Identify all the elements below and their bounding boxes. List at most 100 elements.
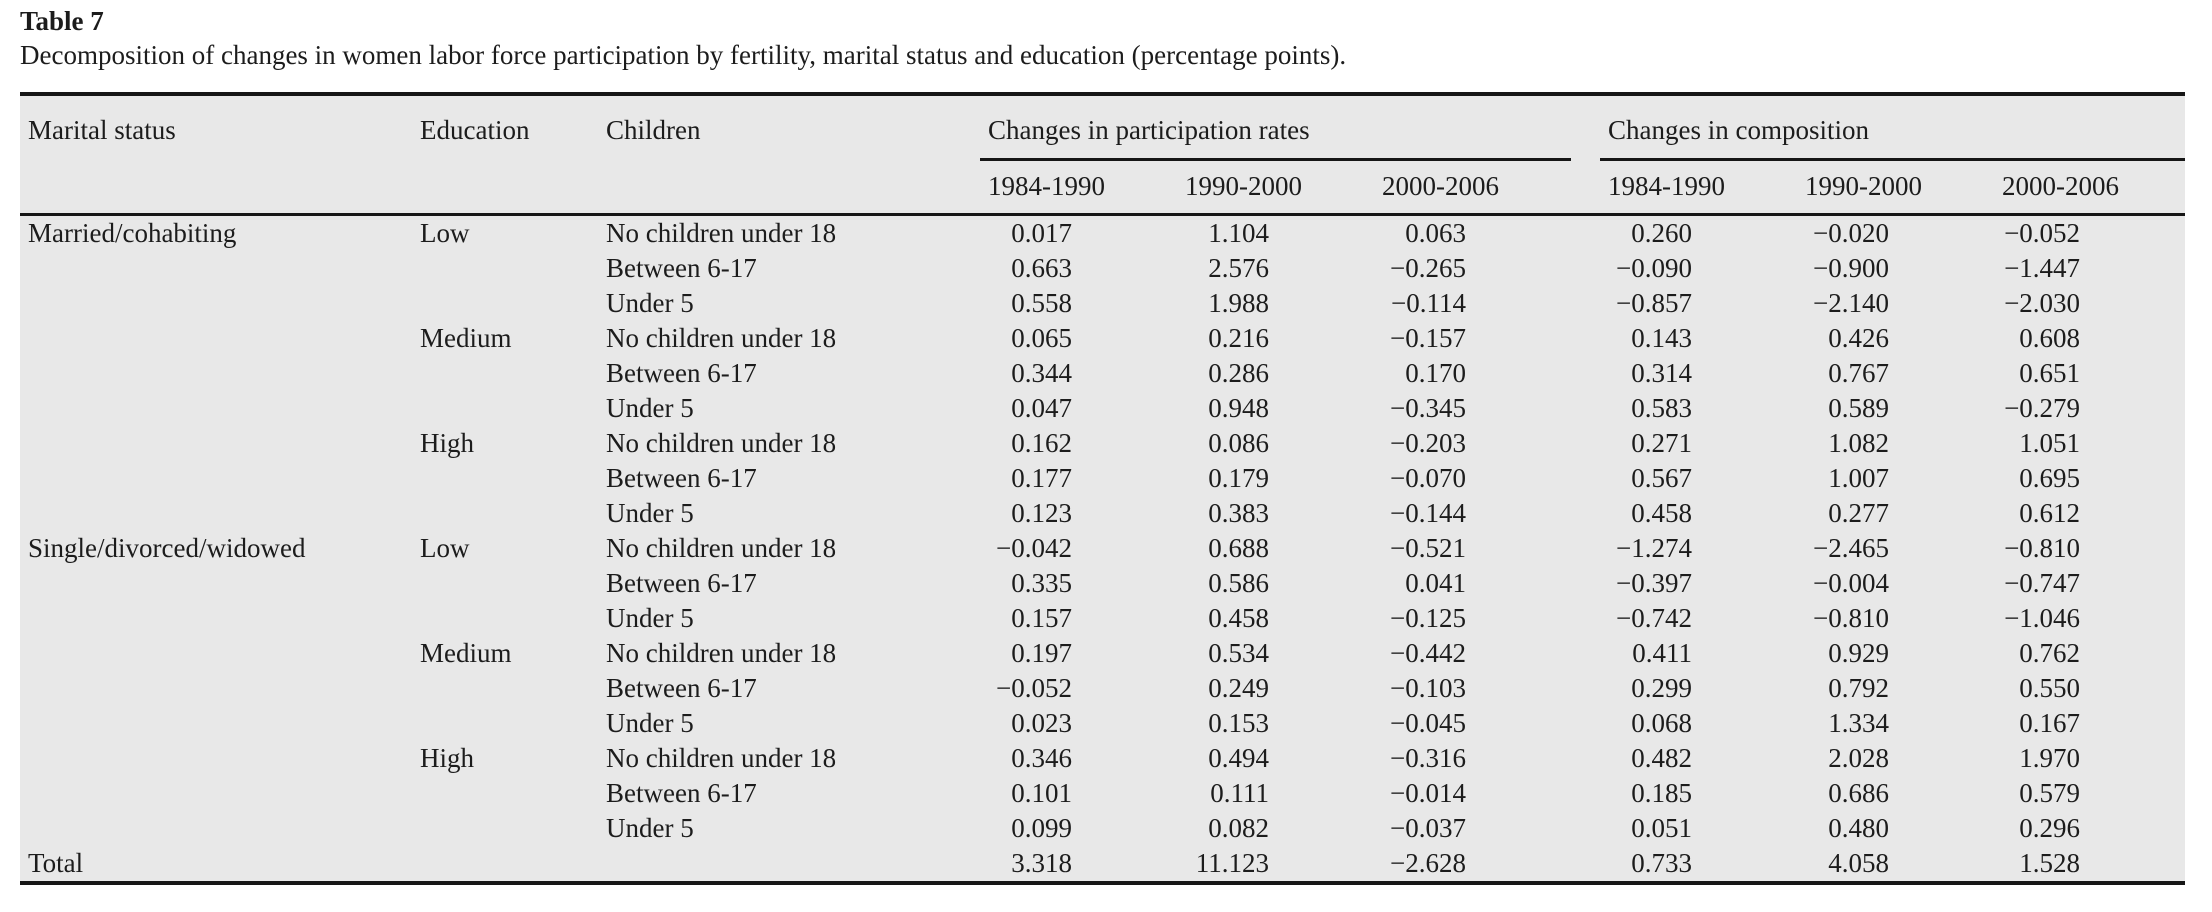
cell-children xyxy=(598,846,980,883)
cell-participation-2000-2006: −0.157 xyxy=(1390,323,1467,353)
cell-marital-status xyxy=(20,426,412,461)
cell-participation-1990-2000: 0.948 xyxy=(1208,393,1269,423)
cell-education xyxy=(412,356,598,391)
cell-composition-2000-2006: 0.612 xyxy=(2019,498,2081,528)
cell-participation-1984-1990: 0.344 xyxy=(1011,358,1072,388)
cell-children: No children under 18 xyxy=(606,533,837,563)
cell-composition-1990-2000: 1.082 xyxy=(1828,428,1890,458)
cell-participation-1984-1990: 0.177 xyxy=(1011,463,1072,493)
table-row: Under 5 0.099 0.082 −0.037 0.051 0.480 0.296 xyxy=(20,811,2185,846)
cell-participation-2000-2006: −0.316 xyxy=(1390,743,1467,773)
column-gap xyxy=(1571,566,1600,601)
cell-composition-1984-1990: −0.397 xyxy=(1616,568,1693,598)
column-gap xyxy=(1571,636,1600,671)
cell-composition-1990-2000: 1.007 xyxy=(1828,463,1890,493)
cell-education xyxy=(412,671,598,706)
cell-participation-2000-2006: −0.203 xyxy=(1390,428,1467,458)
group-header-participation-rates: Changes in participation rates xyxy=(980,94,1572,161)
table-row: Under 5 0.023 0.153 −0.045 0.068 1.334 0.167 xyxy=(20,706,2185,741)
column-gap xyxy=(1571,321,1600,356)
cell-composition-1990-2000: 0.929 xyxy=(1828,638,1890,668)
cell-education: Medium xyxy=(420,323,512,353)
column-gap xyxy=(1571,286,1600,321)
column-gap xyxy=(1571,846,1600,883)
cell-marital-status xyxy=(20,391,412,426)
cell-composition-1990-2000: 1.334 xyxy=(1828,708,1890,738)
cell-composition-1984-1990: −0.742 xyxy=(1616,603,1693,633)
cell-composition-1990-2000: 4.058 xyxy=(1828,848,1890,878)
cell-participation-2000-2006: −0.037 xyxy=(1390,813,1467,843)
cell-education xyxy=(412,496,598,531)
cell-marital-status xyxy=(20,286,412,321)
column-gap xyxy=(1571,391,1600,426)
cell-composition-1990-2000: −0.020 xyxy=(1813,218,1890,248)
cell-children: Under 5 xyxy=(606,498,694,528)
column-gap xyxy=(1571,159,1601,216)
cell-marital-status xyxy=(20,741,412,776)
cell-children: Between 6-17 xyxy=(606,673,757,703)
cell-composition-2000-2006: 0.608 xyxy=(2019,323,2081,353)
column-gap xyxy=(1571,94,1600,160)
column-gap xyxy=(1571,776,1600,811)
cell-education: High xyxy=(420,428,474,458)
cell-participation-1984-1990: 0.101 xyxy=(1011,778,1072,808)
cell-education xyxy=(412,776,598,811)
cell-participation-1984-1990: −0.042 xyxy=(996,533,1072,563)
column-gap xyxy=(1571,811,1600,846)
period-header-composition-2000-2006: 2000-2006 xyxy=(1994,159,2186,216)
cell-composition-2000-2006: −2.030 xyxy=(2004,288,2081,318)
table-row: Under 5 0.047 0.948 −0.345 0.583 0.589 −0.279 xyxy=(20,391,2185,426)
table-row: Between 6-17 0.177 0.179 −0.070 0.567 1.007 0.… xyxy=(20,461,2185,496)
cell-participation-2000-2006: −0.103 xyxy=(1390,673,1467,703)
cell-children: Between 6-17 xyxy=(606,463,757,493)
cell-composition-1990-2000: 0.767 xyxy=(1828,358,1890,388)
cell-participation-1984-1990: 0.162 xyxy=(1011,428,1072,458)
cell-participation-2000-2006: 0.063 xyxy=(1405,218,1467,248)
period-header-participation-1984-1990: 1984-1990 xyxy=(980,159,1177,216)
cell-composition-2000-2006: 0.550 xyxy=(2019,673,2081,703)
header-row-periods: 1984-1990 1990-2000 2000-2006 1984-1990 … xyxy=(20,159,2186,216)
table-row: High No children under 18 0.162 0.086 −0.203… xyxy=(20,426,2185,461)
cell-composition-1990-2000: −0.900 xyxy=(1813,253,1890,283)
cell-children: No children under 18 xyxy=(606,218,837,248)
cell-participation-1984-1990: 0.197 xyxy=(1011,638,1072,668)
cell-participation-1984-1990: 0.099 xyxy=(1011,813,1072,843)
cell-marital-status xyxy=(20,321,412,356)
table-caption: Decomposition of changes in women labor … xyxy=(20,40,1347,70)
cell-composition-2000-2006: 1.051 xyxy=(2019,428,2081,458)
cell-participation-1990-2000: 0.249 xyxy=(1208,673,1269,703)
cell-marital-status xyxy=(20,496,412,531)
table-row: Between 6-17 0.335 0.586 0.041 −0.397 −0.004 −… xyxy=(20,566,2185,601)
cell-participation-2000-2006: −0.014 xyxy=(1390,778,1467,808)
data-table: Marital status Education Children Change… xyxy=(20,92,2186,885)
column-gap xyxy=(1571,215,1600,252)
table-row: High No children under 18 0.346 0.494 −0.316… xyxy=(20,741,2185,776)
empty-header-cell xyxy=(598,159,980,216)
cell-marital-status xyxy=(20,566,412,601)
cell-composition-1984-1990: 0.051 xyxy=(1631,813,1693,843)
cell-participation-1990-2000: 0.286 xyxy=(1208,358,1269,388)
cell-composition-2000-2006: 1.970 xyxy=(2019,743,2081,773)
column-gap xyxy=(1571,496,1600,531)
cell-marital-status xyxy=(20,356,412,391)
cell-composition-1990-2000: −0.810 xyxy=(1813,603,1890,633)
column-gap xyxy=(1571,251,1600,286)
cell-marital-status xyxy=(20,601,412,636)
cell-marital-status xyxy=(20,776,412,811)
table-body: Married/cohabiting Low No children under 1… xyxy=(20,215,2185,884)
cell-children: Under 5 xyxy=(606,813,694,843)
cell-composition-2000-2006: 0.695 xyxy=(2019,463,2081,493)
cell-education xyxy=(412,286,598,321)
cell-participation-1990-2000: 0.082 xyxy=(1208,813,1269,843)
table-row: Medium No children under 18 0.197 0.534 −0.4… xyxy=(20,636,2185,671)
cell-marital-status xyxy=(20,636,412,671)
cell-composition-1990-2000: −2.465 xyxy=(1813,533,1890,563)
column-gap xyxy=(1571,601,1600,636)
cell-composition-1984-1990: −1.274 xyxy=(1616,533,1693,563)
cell-participation-1984-1990: 0.017 xyxy=(1011,218,1072,248)
cell-composition-2000-2006: −0.279 xyxy=(2004,393,2081,423)
cell-participation-1990-2000: 0.494 xyxy=(1208,743,1269,773)
cell-composition-1984-1990: 0.411 xyxy=(1632,638,1693,668)
cell-participation-2000-2006: 0.041 xyxy=(1405,568,1467,598)
cell-composition-1984-1990: 0.567 xyxy=(1631,463,1693,493)
